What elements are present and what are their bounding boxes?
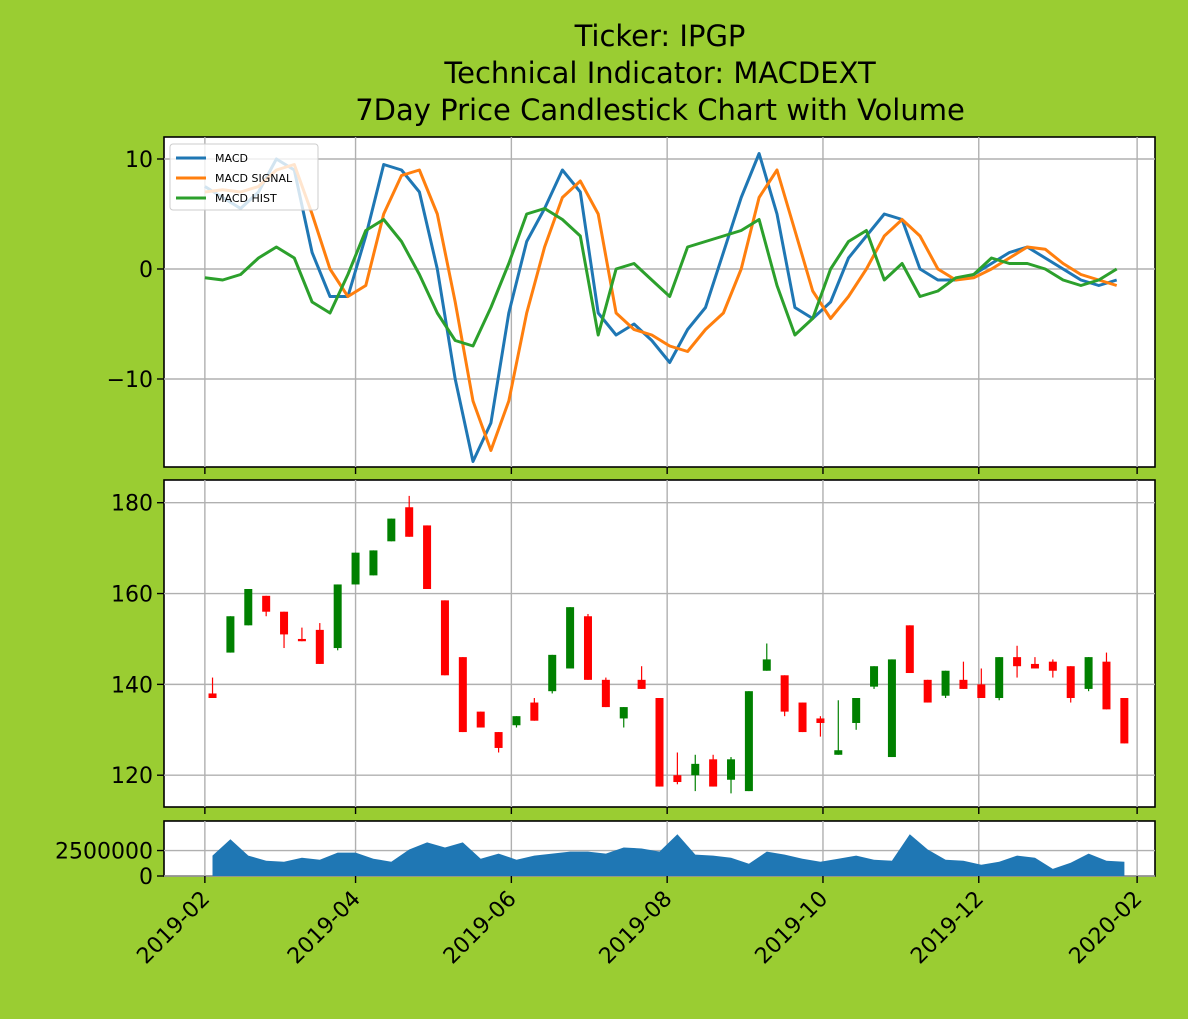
x-tick-label: 2019-08	[595, 887, 678, 970]
candle-body	[512, 716, 521, 726]
candle-body	[744, 691, 753, 792]
candle-body	[780, 675, 789, 712]
candle-body	[583, 616, 592, 680]
candle-body	[530, 702, 539, 721]
vol-ytick-label: 0	[139, 865, 153, 890]
candle-body	[959, 679, 968, 689]
candle-body	[208, 693, 217, 698]
chart-title: Ticker: IPGP Technical Indicator: MACDEX…	[355, 19, 965, 127]
legend-label-macd-signal: MACD SIGNAL	[215, 172, 293, 185]
macd-panel: 10 0 −10 MACD MACD SIGNAL MACD HIST	[107, 136, 1156, 474]
x-tick-label: 2020-02	[1065, 887, 1148, 970]
title-description: 7Day Price Candlestick Chart with Volume	[355, 93, 965, 127]
macd-axes-frame	[163, 136, 1156, 468]
price-ytick-label: 140	[111, 673, 153, 698]
macd-ytick-label: 0	[139, 258, 153, 283]
candle-body	[923, 679, 932, 703]
candle-body	[637, 679, 646, 689]
macd-signal-line	[204, 163, 1118, 452]
candle-body	[387, 518, 396, 542]
x-tick-label: 2019-10	[751, 887, 834, 970]
price-ytick-label: 120	[111, 764, 153, 789]
price-y-ticks: 180 160 140 120	[111, 492, 164, 789]
price-panel: 180 160 140 120	[111, 479, 1156, 814]
candle-body	[440, 600, 449, 676]
candle-body	[1084, 657, 1093, 689]
volume-area	[212, 834, 1125, 876]
candle-body	[977, 684, 986, 698]
candle-body	[566, 607, 575, 669]
price-grid	[164, 480, 1155, 807]
candle-body	[280, 611, 289, 635]
candle-body	[995, 657, 1004, 698]
title-ticker: Ticker: IPGP	[574, 19, 746, 53]
candle-body	[1102, 661, 1111, 710]
candle-body	[619, 707, 628, 719]
candle-body	[601, 679, 610, 708]
volume-x-ticks: 2019-02 2019-04 2019-06 2019-08 2019-10 2019-…	[132, 876, 1147, 969]
candle-body	[691, 763, 700, 776]
candle-body	[297, 638, 306, 642]
macd-y-ticks: 10 0 −10	[107, 148, 164, 393]
candle-body	[1048, 661, 1057, 671]
x-tick-label: 2019-04	[283, 887, 366, 970]
legend-label-macd-hist: MACD HIST	[215, 192, 277, 205]
candle-body	[1030, 663, 1039, 669]
title-indicator: Technical Indicator: MACDEXT	[443, 56, 876, 90]
x-tick-label: 2019-12	[906, 887, 989, 970]
candle-body	[351, 552, 360, 585]
macd-x-tick-marks	[204, 467, 1138, 474]
price-x-tick-marks	[204, 807, 1138, 814]
candle-body	[333, 584, 342, 649]
candle-body	[798, 702, 807, 733]
candle-body	[727, 759, 736, 780]
candlesticks	[208, 495, 1129, 794]
candle-body	[905, 625, 914, 674]
candle-body	[262, 595, 271, 612]
x-tick-label: 2019-06	[439, 887, 522, 970]
candle-body	[852, 698, 861, 723]
legend: MACD MACD SIGNAL MACD HIST	[169, 143, 319, 211]
candle-body	[244, 589, 253, 626]
macd-hist-line	[204, 207, 1118, 348]
candle-body	[655, 698, 664, 787]
legend-label-macd: MACD	[215, 152, 248, 165]
candle-body	[476, 711, 485, 728]
volume-area-fill	[212, 834, 1125, 876]
candle-body	[1013, 657, 1022, 667]
candle-body	[405, 507, 414, 537]
candle-body	[816, 718, 825, 723]
candle-body	[762, 659, 771, 671]
candle-body	[226, 616, 235, 653]
candle-body	[494, 732, 503, 748]
candle-body	[941, 670, 950, 696]
macd-ytick-label: 10	[125, 148, 153, 173]
macd-lines	[204, 152, 1118, 463]
price-ytick-label: 160	[111, 583, 153, 608]
vol-ytick-label: 2500000	[55, 840, 153, 865]
candle-body	[870, 666, 879, 687]
candle-body	[423, 525, 432, 589]
candle-body	[369, 550, 378, 576]
macd-ytick-label: −10	[107, 368, 153, 393]
candle-body	[887, 659, 896, 758]
candle-body	[673, 775, 682, 783]
candle-body	[834, 750, 843, 755]
candle-body	[1120, 698, 1129, 744]
candle-body	[548, 654, 557, 692]
candle-body	[458, 657, 467, 733]
price-ytick-label: 180	[111, 492, 153, 517]
x-tick-label: 2019-02	[132, 887, 215, 970]
candle-body	[315, 629, 324, 664]
candle-body	[709, 759, 718, 787]
legend-box	[169, 143, 319, 211]
candle-body	[1066, 666, 1075, 698]
